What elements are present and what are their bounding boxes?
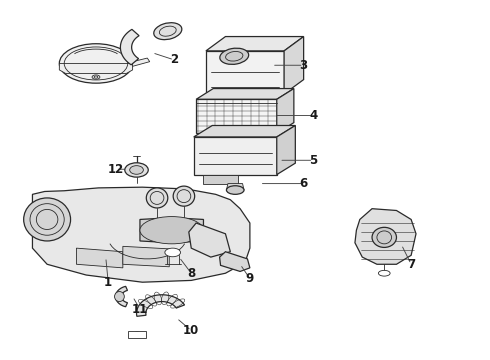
Ellipse shape [115, 292, 124, 302]
Ellipse shape [125, 163, 148, 177]
Polygon shape [277, 89, 294, 134]
Ellipse shape [133, 332, 142, 337]
Polygon shape [121, 30, 139, 65]
Polygon shape [133, 58, 150, 66]
Text: 9: 9 [246, 272, 254, 285]
Polygon shape [76, 248, 123, 268]
Polygon shape [189, 223, 230, 257]
Ellipse shape [24, 198, 71, 241]
Polygon shape [284, 37, 304, 94]
Ellipse shape [59, 44, 133, 83]
Text: 5: 5 [309, 154, 318, 167]
Text: 2: 2 [170, 53, 178, 66]
Ellipse shape [165, 248, 180, 257]
Ellipse shape [140, 217, 203, 244]
Text: 10: 10 [183, 324, 199, 337]
Ellipse shape [372, 227, 396, 247]
Polygon shape [355, 209, 416, 264]
Polygon shape [206, 51, 284, 94]
Polygon shape [194, 126, 295, 137]
Text: 4: 4 [309, 109, 318, 122]
Polygon shape [59, 63, 133, 73]
Text: 3: 3 [299, 59, 308, 72]
Ellipse shape [147, 188, 168, 208]
Ellipse shape [226, 186, 244, 194]
Polygon shape [206, 37, 304, 51]
Text: 8: 8 [187, 267, 196, 280]
Ellipse shape [173, 186, 195, 206]
Polygon shape [196, 89, 294, 99]
Ellipse shape [154, 23, 182, 40]
Text: 1: 1 [104, 276, 112, 289]
Polygon shape [140, 218, 203, 243]
Polygon shape [137, 295, 185, 316]
Text: 12: 12 [107, 163, 123, 176]
Polygon shape [196, 99, 277, 134]
Polygon shape [116, 286, 127, 307]
Ellipse shape [92, 75, 100, 79]
Ellipse shape [378, 270, 390, 276]
Polygon shape [203, 175, 238, 184]
Ellipse shape [130, 166, 144, 174]
Polygon shape [123, 246, 169, 267]
Polygon shape [226, 184, 244, 190]
Text: 7: 7 [407, 258, 415, 271]
Polygon shape [220, 252, 250, 271]
Text: 11: 11 [132, 303, 148, 316]
Ellipse shape [94, 76, 98, 78]
Polygon shape [194, 137, 277, 175]
Polygon shape [128, 331, 147, 338]
Polygon shape [277, 126, 295, 175]
Ellipse shape [220, 48, 249, 64]
Polygon shape [32, 187, 250, 282]
Text: 6: 6 [299, 177, 308, 190]
